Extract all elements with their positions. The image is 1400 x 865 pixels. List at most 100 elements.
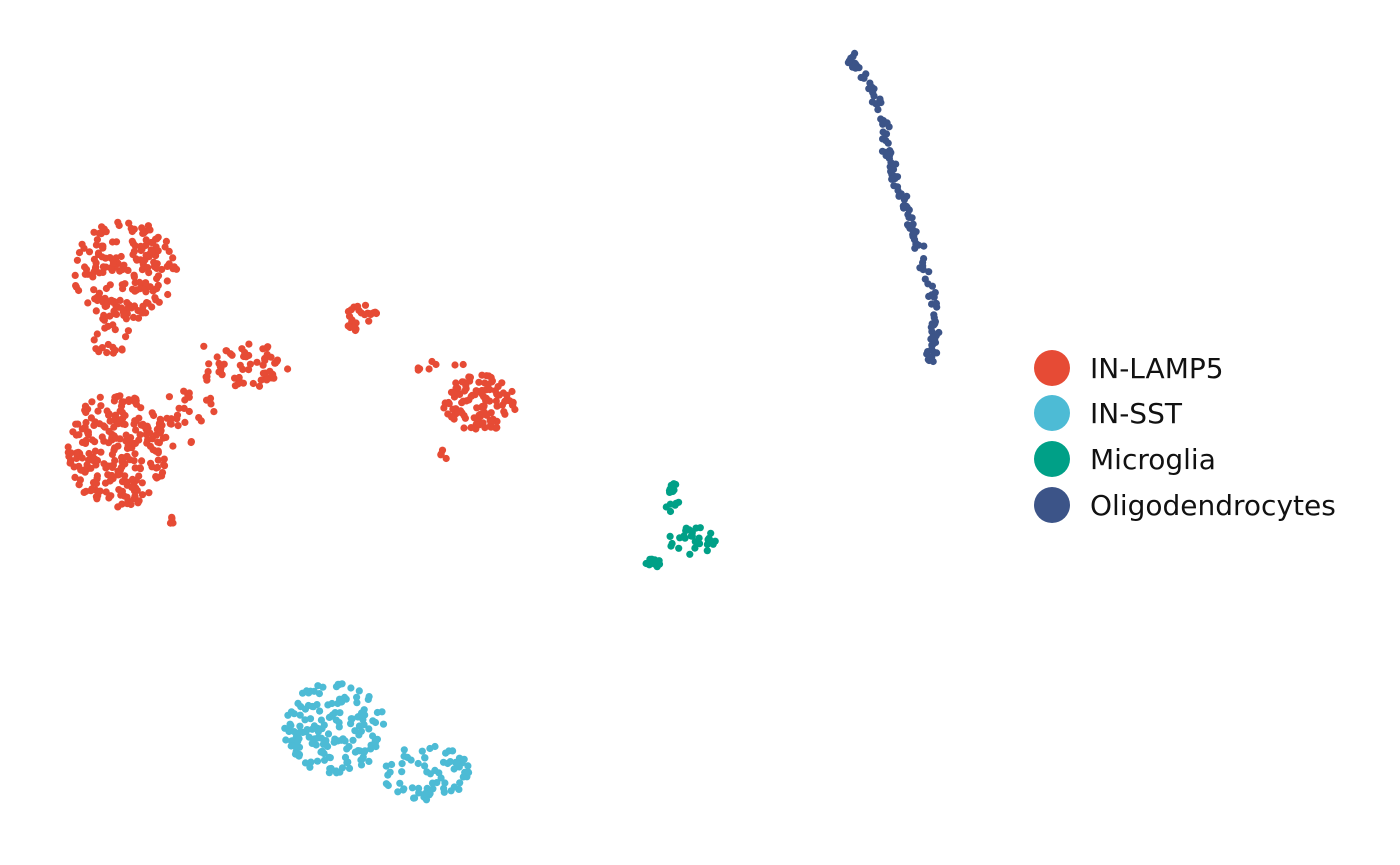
point-in-lamp5 <box>185 393 193 401</box>
point-in-lamp5 <box>249 379 257 388</box>
point-oligodendrocytes <box>930 311 938 319</box>
point-in-lamp5 <box>78 454 86 462</box>
point-in-lamp5 <box>365 317 373 325</box>
point-in-lamp5 <box>146 283 154 291</box>
point-microglia <box>686 550 694 558</box>
point-in-lamp5 <box>154 438 162 446</box>
point-in-sst <box>296 728 304 737</box>
point-oligodendrocytes <box>877 99 885 107</box>
point-in-sst <box>355 687 363 695</box>
point-in-lamp5 <box>120 492 128 500</box>
point-oligodendrocytes <box>929 341 937 349</box>
point-in-lamp5 <box>80 488 88 496</box>
point-in-lamp5 <box>414 364 422 372</box>
point-in-sst <box>414 759 422 768</box>
point-in-lamp5 <box>120 310 128 318</box>
point-in-lamp5 <box>100 460 108 468</box>
point-in-lamp5 <box>216 362 224 370</box>
point-in-lamp5 <box>144 425 152 433</box>
point-in-sst <box>282 736 290 744</box>
point-oligodendrocytes <box>903 192 911 200</box>
point-in-lamp5 <box>82 408 90 417</box>
point-in-lamp5 <box>94 407 102 415</box>
point-in-sst <box>347 684 355 692</box>
point-in-lamp5 <box>140 257 148 265</box>
point-in-sst <box>294 737 302 746</box>
point-in-sst <box>365 757 373 766</box>
legend-entry-microglia: Microglia <box>1034 441 1216 477</box>
point-oligodendrocytes <box>895 192 903 200</box>
point-in-lamp5 <box>90 286 98 294</box>
point-in-lamp5 <box>245 340 253 348</box>
legend-entry-in-lamp5: IN-LAMP5 <box>1034 350 1224 386</box>
point-in-lamp5 <box>147 459 155 467</box>
point-in-lamp5 <box>108 298 116 306</box>
point-oligodendrocytes <box>874 106 882 114</box>
point-in-lamp5 <box>459 360 467 369</box>
point-oligodendrocytes <box>931 320 939 328</box>
point-in-sst <box>421 762 429 770</box>
point-in-lamp5 <box>236 361 244 369</box>
point-in-lamp5 <box>132 400 140 408</box>
point-in-lamp5 <box>74 420 82 428</box>
point-in-sst <box>296 711 304 719</box>
point-in-lamp5 <box>78 425 86 433</box>
point-oligodendrocytes <box>870 92 878 100</box>
point-microglia <box>703 547 711 555</box>
legend-label-in-sst: IN-SST <box>1090 397 1183 430</box>
point-in-sst <box>317 716 325 724</box>
point-in-lamp5 <box>142 309 150 317</box>
point-in-lamp5 <box>187 438 195 447</box>
legend-entry-oligodendrocytes: Oligodendrocytes <box>1034 487 1336 523</box>
point-in-lamp5 <box>138 479 146 487</box>
point-in-lamp5 <box>103 349 111 357</box>
point-oligodendrocytes <box>931 289 939 297</box>
point-microglia <box>662 503 670 511</box>
point-in-lamp5 <box>197 417 205 425</box>
point-in-lamp5 <box>131 450 139 458</box>
point-in-lamp5 <box>142 236 150 244</box>
point-in-lamp5 <box>123 478 131 486</box>
point-in-lamp5 <box>90 336 98 344</box>
point-in-sst <box>353 699 361 707</box>
point-in-lamp5 <box>132 426 140 434</box>
point-in-lamp5 <box>361 301 370 309</box>
point-in-lamp5 <box>122 333 130 341</box>
point-in-lamp5 <box>115 221 123 230</box>
point-in-sst <box>349 736 357 744</box>
point-in-sst <box>365 693 373 701</box>
point-in-sst <box>314 728 322 736</box>
point-in-lamp5 <box>118 398 126 406</box>
legend-entry-in-sst: IN-SST <box>1034 395 1183 431</box>
point-in-sst <box>373 708 381 717</box>
point-oligodendrocytes <box>899 202 907 210</box>
point-in-lamp5 <box>235 373 243 382</box>
point-in-sst <box>408 784 416 792</box>
point-in-sst <box>407 756 415 764</box>
point-microglia <box>665 487 674 495</box>
point-in-sst <box>371 738 379 747</box>
point-in-lamp5 <box>84 431 92 439</box>
point-in-lamp5 <box>115 416 124 424</box>
point-in-lamp5 <box>101 254 110 262</box>
point-oligodendrocytes <box>916 264 924 272</box>
point-oligodendrocytes <box>904 222 912 230</box>
point-in-sst <box>306 715 315 723</box>
point-in-sst <box>400 746 408 754</box>
point-in-sst <box>360 706 368 714</box>
point-in-sst <box>351 748 359 756</box>
point-in-lamp5 <box>112 434 120 442</box>
point-in-lamp5 <box>371 308 379 316</box>
point-in-lamp5 <box>138 457 146 465</box>
point-in-lamp5 <box>84 299 92 307</box>
point-in-lamp5 <box>154 449 162 457</box>
point-oligodendrocytes <box>920 242 928 250</box>
point-in-lamp5 <box>142 251 150 259</box>
point-in-sst <box>324 730 333 738</box>
point-in-lamp5 <box>123 299 131 307</box>
point-in-lamp5 <box>482 396 490 404</box>
point-in-lamp5 <box>246 360 254 368</box>
point-in-lamp5 <box>133 256 141 264</box>
point-in-sst <box>415 789 423 797</box>
legend-label-microglia: Microglia <box>1090 443 1216 476</box>
